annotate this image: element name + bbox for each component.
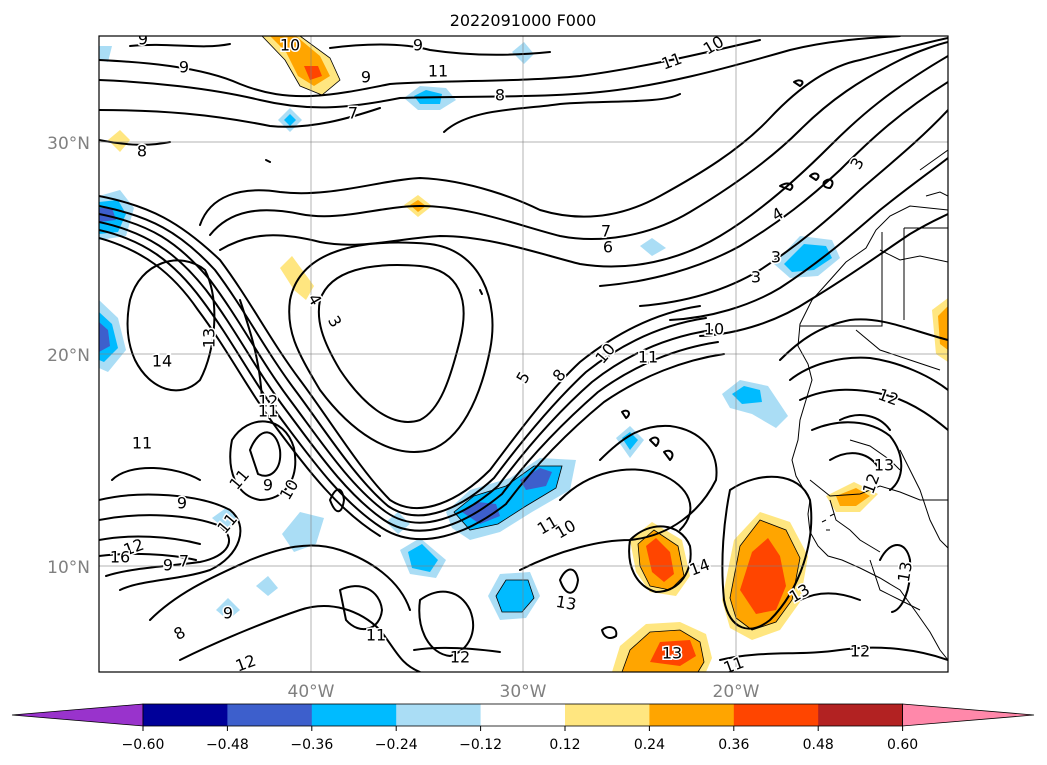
colorbar-tick-label: 0.24 bbox=[634, 737, 665, 753]
colorbar-segment bbox=[565, 704, 650, 726]
shade-negative bbox=[282, 512, 324, 552]
colorbar-extend-low bbox=[11, 703, 144, 727]
contour-label: 12 bbox=[850, 642, 870, 661]
shade-negative bbox=[462, 502, 500, 524]
lat-label: 10°N bbox=[47, 558, 90, 578]
contour-label: 9 bbox=[361, 68, 371, 87]
colorbar-tick-label: −0.24 bbox=[375, 737, 418, 753]
thin-contours bbox=[261, 36, 801, 672]
contour-label: 14 bbox=[152, 352, 172, 371]
contour-label: 10 bbox=[704, 320, 724, 339]
shade-negative bbox=[256, 576, 278, 596]
colorbar-tick-label: 0.12 bbox=[549, 737, 580, 753]
lat-label: 20°N bbox=[47, 346, 90, 366]
shade-positive bbox=[740, 538, 786, 614]
shade-positive bbox=[304, 66, 322, 80]
shade-negative bbox=[622, 432, 638, 450]
contour-label: 7 bbox=[601, 222, 611, 241]
colorbar-tick-label: 0.36 bbox=[718, 737, 749, 753]
gridlines bbox=[99, 36, 948, 672]
contour-label: 9 bbox=[163, 556, 173, 575]
coastlines bbox=[791, 149, 948, 661]
contour-label: 13 bbox=[200, 328, 219, 348]
contour-label: 9 bbox=[263, 476, 273, 495]
shade-positive bbox=[108, 130, 130, 152]
shade-negative bbox=[212, 508, 240, 530]
colorbar-tick-label: 0.60 bbox=[887, 737, 918, 753]
shade-negative bbox=[496, 580, 534, 612]
contour-label: 16 bbox=[110, 548, 130, 567]
colorbar-segment bbox=[480, 704, 566, 726]
shade-negative bbox=[99, 46, 112, 62]
colorbar-tick-label: 0.48 bbox=[803, 737, 834, 753]
contour-label: 6 bbox=[603, 238, 613, 257]
contour-label: 8 bbox=[137, 142, 147, 161]
contour-label: 8 bbox=[495, 86, 505, 105]
colorbar-tick-label: −0.48 bbox=[206, 737, 249, 753]
colorbar-segment bbox=[649, 704, 735, 726]
shade-positive bbox=[836, 488, 870, 506]
contour-label: 11 bbox=[258, 402, 278, 421]
contour-label: 13 bbox=[874, 456, 894, 475]
colorbar-segment bbox=[818, 704, 904, 726]
contour-label: 3 bbox=[751, 268, 761, 287]
contour-label: 11 bbox=[132, 434, 152, 453]
lon-label: 20°W bbox=[713, 682, 760, 702]
lon-label: 40°W bbox=[288, 682, 335, 702]
contour-label: 12 bbox=[450, 648, 470, 667]
contour-label: 13 bbox=[894, 560, 916, 583]
shade-negative bbox=[520, 468, 552, 490]
contour-label: 13 bbox=[554, 592, 577, 614]
contour-label: 11 bbox=[366, 626, 386, 645]
shade-negative bbox=[99, 322, 110, 352]
colorbar-tick-label: −0.12 bbox=[459, 737, 502, 753]
shade-positive bbox=[650, 640, 696, 666]
contour-lines bbox=[99, 36, 948, 672]
colorbar-segment bbox=[227, 704, 313, 726]
map-title: 2022091000 F000 bbox=[450, 11, 597, 30]
shade-negative bbox=[732, 386, 762, 404]
shade-positive bbox=[280, 256, 314, 300]
shade-negative bbox=[640, 238, 666, 256]
shade-positive bbox=[646, 538, 674, 582]
shade-negative bbox=[408, 544, 438, 572]
colorbar-segment bbox=[311, 704, 397, 726]
contour-label: 3 bbox=[771, 248, 781, 267]
lon-label: 30°W bbox=[500, 682, 547, 702]
colorbar-tick-label: −0.60 bbox=[122, 737, 165, 753]
contour-label: 12 bbox=[258, 392, 278, 411]
colorbar-segment bbox=[733, 704, 819, 726]
contour-label: 9 bbox=[177, 494, 187, 513]
contour-label: 9 bbox=[223, 604, 233, 623]
shade-negative bbox=[216, 598, 240, 620]
contour-label: 12 bbox=[233, 651, 259, 676]
colorbar: −0.60 −0.48 −0.36 −0.24 −0.12 0.12 0.24 0.36 0.4… bbox=[11, 703, 1035, 753]
lat-label: 30°N bbox=[47, 134, 90, 154]
contour-label: 9 bbox=[413, 36, 423, 55]
contour-label: 11 bbox=[428, 62, 448, 81]
contour-label: 13 bbox=[662, 644, 682, 663]
colorbar-tick-label: −0.36 bbox=[290, 737, 333, 753]
colorbar-segment bbox=[396, 704, 482, 726]
map-frame bbox=[98, 35, 949, 673]
contour-label: 9 bbox=[179, 58, 189, 77]
colorbar-frame bbox=[142, 703, 903, 727]
colorbar-extend-high bbox=[902, 703, 1035, 727]
contour-label: 7 bbox=[348, 104, 358, 123]
contour-label: 9 bbox=[138, 30, 148, 49]
shade-negative bbox=[284, 114, 296, 126]
contour-label: 10 bbox=[280, 36, 300, 55]
colorbar-segment bbox=[143, 704, 228, 726]
contour-label: 7 bbox=[179, 552, 189, 571]
contour-label: 11 bbox=[638, 348, 658, 367]
shade-negative bbox=[784, 244, 832, 272]
